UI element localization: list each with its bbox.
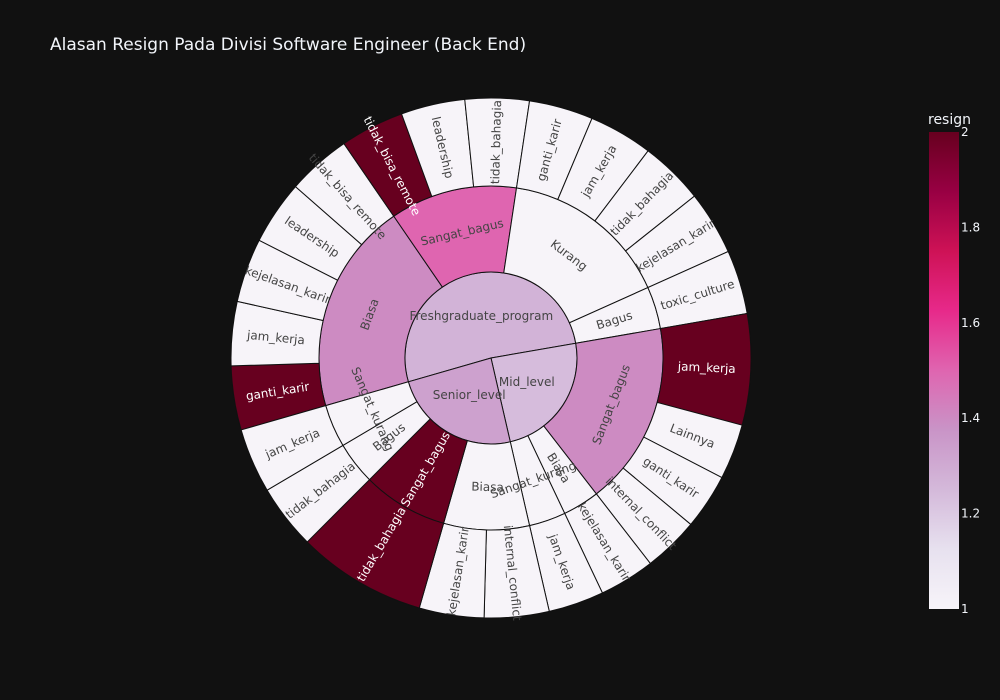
colorbar: resign 1 1.2 1.4 1.6 1.8 2 [928, 112, 980, 616]
colorbar-tick-label: 1.6 [961, 316, 980, 330]
segment-label: tidak_bahagia [488, 100, 504, 185]
segment-label: Freshgraduate_program [409, 309, 553, 323]
colorbar-title: resign [928, 112, 971, 128]
colorbar-tick-label: 1 [961, 602, 969, 616]
colorbar-tick-label: 2 [961, 125, 969, 139]
chart-title: Alasan Resign Pada Divisi Software Engin… [50, 35, 526, 55]
segment-label: jam_kerja [245, 328, 305, 348]
segment-label: Biasa [471, 480, 504, 495]
colorbar-gradient [929, 132, 959, 609]
colorbar-tick-label: 1.2 [961, 507, 980, 521]
colorbar-tick-label: 1.4 [961, 411, 980, 425]
segment-jam-kerja[interactable] [240, 404, 344, 491]
segment-label: Mid_level [499, 375, 555, 389]
segment-label: jam_kerja [677, 359, 736, 376]
colorbar-ticks: 1 1.2 1.4 1.6 1.8 2 [961, 125, 980, 616]
sunburst-rings [230, 97, 752, 619]
segment-label: Senior_level [433, 388, 506, 402]
colorbar-tick-label: 1.8 [961, 220, 980, 234]
